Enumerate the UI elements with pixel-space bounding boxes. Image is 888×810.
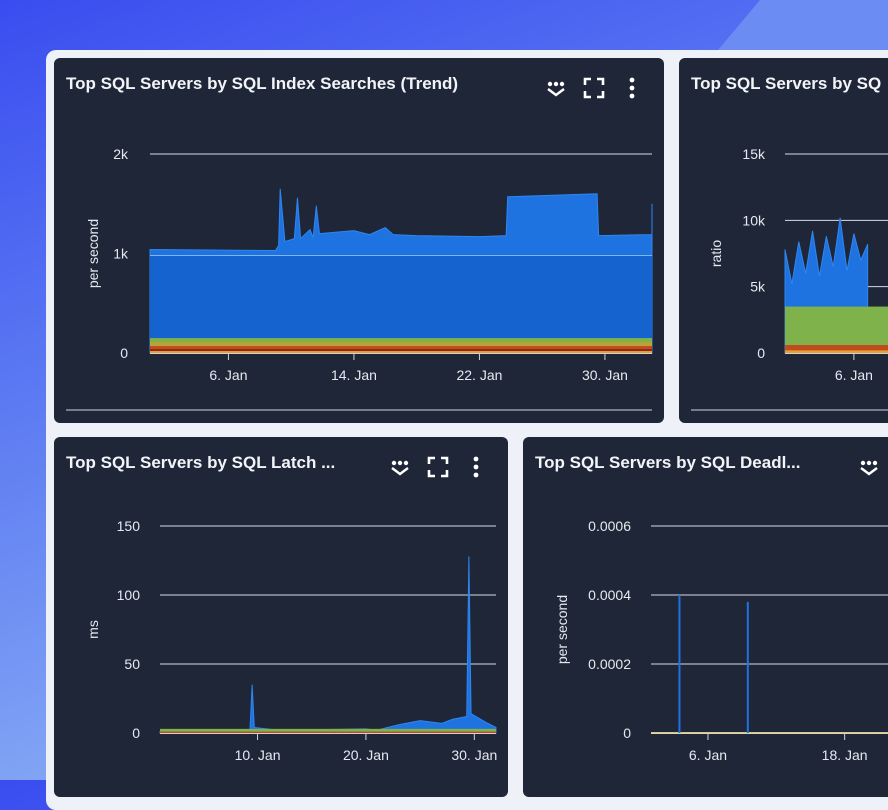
heart-pulse-icon[interactable] [857,455,881,479]
x-tick-label: 6. Jan [209,367,247,383]
fullscreen-icon[interactable] [582,76,606,100]
latch-chart: 10. Jan 20. Jan 30. Jan 0 50 100 150 ms [85,518,497,763]
y-axis-label: per second [554,595,570,664]
y-tick-label: 0.0006 [588,518,631,534]
panel-title: Top SQL Servers by SQL Latch ... [66,453,336,472]
y-tick-label: 50 [124,656,140,672]
series-area [159,556,497,734]
x-tick-label: 22. Jan [456,367,502,383]
y-tick-label: 0 [132,725,140,741]
panel-index-searches: Top SQL Servers by SQL Index Searches (T… [54,58,664,423]
series-band [150,351,652,353]
y-tick-label: 0.0004 [588,587,631,603]
background-decoration [716,0,888,52]
y-tick-label: 0.0002 [588,656,631,672]
panel-toolbar [544,76,644,100]
heart-pulse-icon[interactable] [544,76,568,100]
y-tick-label: 5k [750,279,766,295]
y-tick-label: 0 [623,725,631,741]
x-tick-label: 30. Jan [582,367,628,383]
y-axis-label: ms [85,620,101,639]
y-tick-label: 2k [113,146,129,162]
series-band [785,345,888,353]
x-tick-label: 30. Jan [451,747,497,763]
y-tick-label: 100 [117,587,141,603]
panel-ratio: Top SQL Servers by SQ 6. Jan 0 5k 10k 15k rat… [679,58,888,423]
series-band [785,350,888,353]
y-tick-label: 15k [742,146,766,162]
index-searches-chart: 6. Jan 14. Jan 22. Jan 30. Jan 0 1k 2k per seco… [66,146,653,411]
x-tick-label: 6. Jan [835,367,873,383]
series-band [160,731,496,733]
panel-title: Top SQL Servers by SQ [691,74,882,93]
x-tick-label: 14. Jan [331,367,377,383]
y-tick-label: 0 [757,345,765,361]
more-vertical-icon[interactable] [620,76,644,100]
panel-latch: Top SQL Servers by SQL Latch ... 10. Jan… [54,437,508,797]
series-band [160,728,496,733]
panel-toolbar [857,455,881,479]
fullscreen-icon[interactable] [426,455,450,479]
x-tick-label: 20. Jan [343,747,389,763]
x-tick-label: 6. Jan [689,747,727,763]
panel-toolbar [388,455,488,479]
ratio-chart: 6. Jan 0 5k 10k 15k ratio [691,146,888,411]
y-tick-label: 10k [742,212,766,228]
x-tick-label: 10. Jan [235,747,281,763]
y-axis-label: per second [85,219,101,288]
y-tick-label: 1k [113,246,129,262]
deadlocks-chart: 6. Jan 18. Jan 0 0.0002 0.0004 0.0006 per seco… [554,518,888,763]
panel-title: Top SQL Servers by SQL Deadl... [535,453,801,472]
y-axis-label: ratio [708,240,724,267]
more-vertical-icon[interactable] [464,455,488,479]
y-tick-label: 0 [120,345,128,361]
series-area [150,255,652,353]
x-tick-label: 18. Jan [822,747,868,763]
panel-title: Top SQL Servers by SQL Index Searches (T… [66,74,459,93]
heart-pulse-icon[interactable] [388,455,412,479]
panel-deadlocks: Top SQL Servers by SQL Deadl... 6. Jan 18… [523,437,888,797]
y-tick-label: 150 [117,518,141,534]
